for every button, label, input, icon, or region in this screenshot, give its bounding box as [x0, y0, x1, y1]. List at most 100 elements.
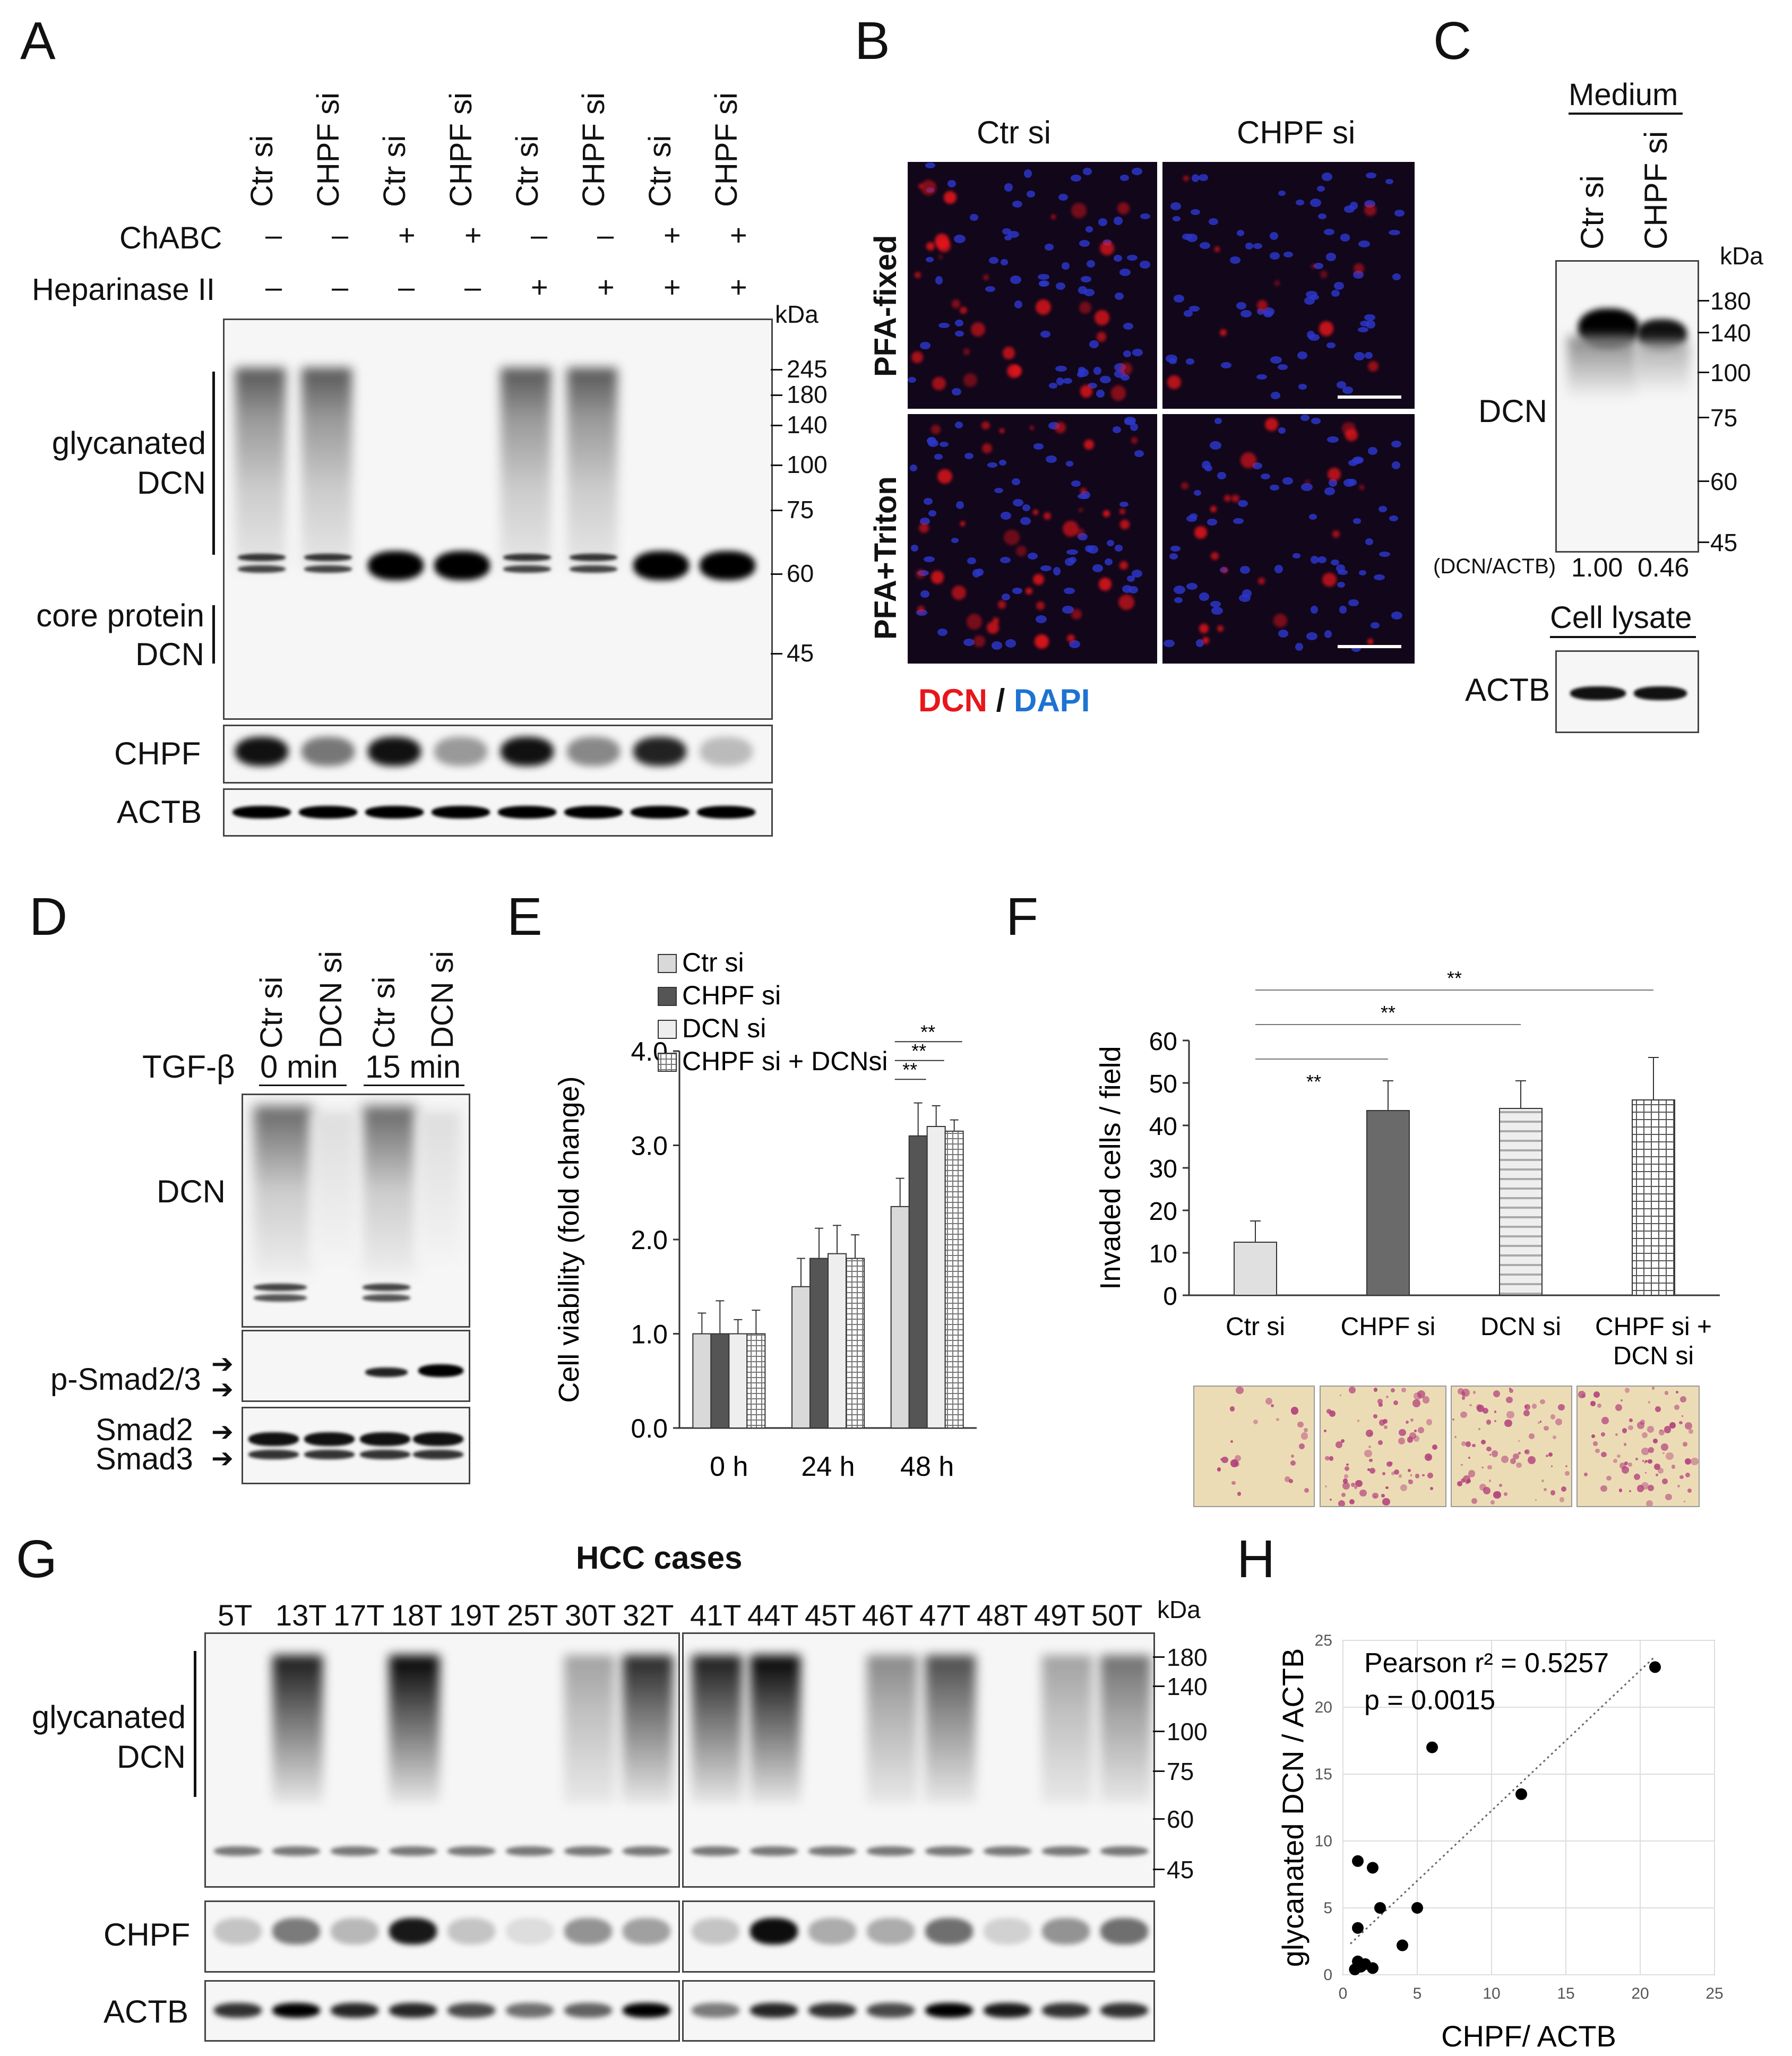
micrograph-ctr-fixed	[908, 162, 1157, 409]
marker-tick	[1153, 1656, 1165, 1658]
marker-tick	[1153, 1818, 1165, 1820]
panel-c-lysate-header: Cell lysate	[1550, 600, 1692, 635]
panel-label-g: G	[16, 1529, 57, 1589]
marker-tick	[771, 369, 782, 371]
y-tick-label: 15	[1315, 1766, 1332, 1783]
heparinase-mark: –	[265, 270, 282, 304]
heparinase-mark: +	[531, 270, 548, 304]
scatter-point	[1397, 1939, 1408, 1951]
heparinase-mark: +	[730, 270, 747, 304]
x-tick-label: 48 h	[900, 1451, 954, 1482]
y-tick-label: 20	[1315, 1699, 1332, 1716]
panel-g-actb-label: ACTB	[104, 1994, 189, 2029]
significance-mark: **	[902, 1059, 917, 1080]
case-label: 17T	[333, 1598, 385, 1632]
invasion-images	[1193, 1386, 1724, 1507]
x-tick-label: DCN si	[1613, 1342, 1694, 1370]
marker-label: 75	[1167, 1758, 1194, 1785]
x-tick-label: 0	[1339, 1985, 1348, 2002]
panel-a-dcn-blot	[223, 319, 773, 720]
marker-tick	[1698, 372, 1709, 373]
panel-g-dcn-blot-right	[682, 1632, 1155, 1888]
scatter-point	[1649, 1661, 1661, 1673]
chabc-mark: +	[398, 218, 416, 252]
y-tick-label: 25	[1315, 1632, 1332, 1649]
marker-tick	[1698, 332, 1709, 333]
legend-dapi: DAPI	[1014, 683, 1090, 718]
case-label: 49T	[1034, 1598, 1085, 1632]
invasion-image-ctr	[1193, 1386, 1315, 1507]
core-label-1: core protein	[36, 598, 204, 633]
marker-label: 180	[787, 381, 828, 408]
marker-tick	[771, 510, 782, 511]
x-tick-label: 15	[1557, 1985, 1574, 2002]
panel-d-dcn-label: DCN	[157, 1174, 226, 1209]
x-tick-label: Ctr si	[1226, 1313, 1285, 1341]
x-tick-label: 10	[1483, 1985, 1500, 2002]
panel-c-actb-label: ACTB	[1465, 672, 1550, 708]
marker-tick	[1698, 541, 1709, 543]
bar	[791, 1286, 811, 1429]
scatter-point	[1367, 1962, 1379, 1974]
panel-c-header: Medium	[1569, 78, 1678, 112]
panel-f-chart: 0 10 20 30 40 50 60 Invaded cells / field Ctr si…	[1095, 967, 1720, 1370]
x-tick-label: 20	[1631, 1985, 1649, 2002]
panel-b-legend: DCN / DAPI	[918, 682, 1090, 719]
marker-label: 75	[787, 496, 814, 523]
glycanated-label-1: glycanated	[51, 425, 206, 461]
y-tick-label: 0	[1323, 1966, 1332, 1984]
legend-swatch	[658, 987, 677, 1006]
marker-tick	[771, 464, 782, 466]
x-tick-label: 24 h	[801, 1451, 855, 1482]
panel-a-actb-blot	[223, 788, 773, 837]
panel-label-c: C	[1433, 11, 1472, 71]
bar	[890, 1206, 910, 1429]
panel-c-lane-ctr: Ctr si	[1574, 175, 1610, 250]
invasion-image-chpf-dcn	[1576, 1386, 1700, 1507]
time-15: 15 min	[365, 1049, 461, 1085]
micrograph-chpf-triton	[1162, 414, 1415, 664]
heparinase-mark: +	[597, 270, 615, 304]
marker-tick	[771, 394, 782, 396]
marker-label: 140	[787, 411, 828, 438]
time-0: 0 min	[260, 1049, 338, 1085]
marker-tick	[1153, 1770, 1165, 1772]
lane-label: CHPF si	[444, 92, 478, 207]
y-tick-label: 40	[1149, 1113, 1177, 1141]
panel-a-chpf-label: CHPF	[114, 736, 201, 771]
legend-label: CHPF si + DCNsi	[682, 1046, 888, 1076]
panel-c-lane-chpf: CHPF si	[1638, 131, 1674, 250]
panel-label-d: D	[29, 887, 68, 947]
panel-label-h: H	[1237, 1529, 1276, 1589]
smad2-label: Smad2	[96, 1413, 193, 1447]
scatter-point	[1411, 1902, 1423, 1914]
lane-label: Ctr si	[245, 135, 279, 207]
panel-d-psmad-blot	[242, 1330, 470, 1402]
case-label: 25T	[507, 1598, 558, 1632]
panel-g-glycanated-1: glycanated	[31, 1699, 186, 1735]
panel-g-glycanated-2: DCN	[117, 1739, 186, 1775]
lane-label: CHPF si	[576, 92, 611, 207]
lane-label: CHPF si	[311, 92, 346, 207]
y-tick-label: 1.0	[631, 1320, 668, 1349]
significance-mark: **	[920, 1021, 935, 1043]
marker-label: 45	[1167, 1856, 1194, 1883]
marker-tick	[771, 653, 782, 655]
chabc-mark: +	[464, 218, 482, 252]
legend-swatch	[658, 1053, 677, 1072]
panel-g-kda-title: kDa	[1157, 1596, 1201, 1623]
scatter-point	[1374, 1902, 1386, 1914]
case-label: 19T	[449, 1598, 501, 1632]
core-label-2: DCN	[135, 636, 204, 672]
x-tick-label: 25	[1705, 1985, 1723, 2002]
panel-d-lane-4: DCN si	[425, 951, 460, 1048]
marker-label: 180	[1710, 287, 1751, 315]
legend-separator: /	[987, 683, 1014, 718]
marker-label: 180	[1167, 1644, 1208, 1671]
significance-mark: **	[1306, 1071, 1321, 1092]
case-label: 45T	[805, 1598, 856, 1632]
case-label: 18T	[391, 1598, 443, 1632]
case-label: 48T	[977, 1598, 1028, 1632]
x-axis-label: CHPF/ ACTB	[1441, 2019, 1616, 2053]
psmad-label: p-Smad2/3	[50, 1362, 201, 1397]
